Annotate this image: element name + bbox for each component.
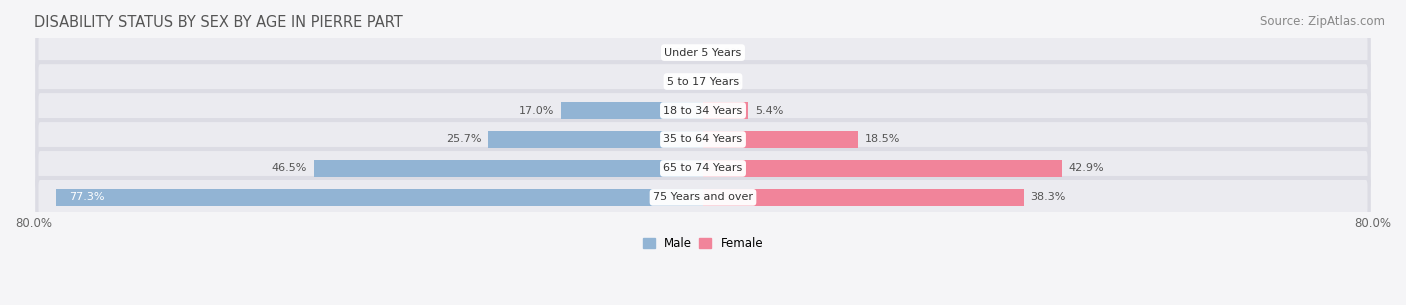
Text: 0.0%: 0.0% <box>665 77 693 87</box>
Bar <box>314 160 703 177</box>
Text: DISABILITY STATUS BY SEX BY AGE IN PIERRE PART: DISABILITY STATUS BY SEX BY AGE IN PIERR… <box>34 15 402 30</box>
FancyBboxPatch shape <box>38 35 1368 70</box>
Bar <box>703 131 858 148</box>
Text: 38.3%: 38.3% <box>1031 192 1066 202</box>
FancyBboxPatch shape <box>38 151 1368 186</box>
Text: 18 to 34 Years: 18 to 34 Years <box>664 106 742 116</box>
Text: 5.4%: 5.4% <box>755 106 783 116</box>
Text: 25.7%: 25.7% <box>446 135 481 145</box>
FancyBboxPatch shape <box>38 93 1368 128</box>
Text: Source: ZipAtlas.com: Source: ZipAtlas.com <box>1260 15 1385 28</box>
Text: 17.0%: 17.0% <box>519 106 554 116</box>
FancyBboxPatch shape <box>38 122 1368 157</box>
FancyBboxPatch shape <box>35 31 1371 74</box>
Text: 42.9%: 42.9% <box>1069 163 1104 174</box>
Text: 18.5%: 18.5% <box>865 135 900 145</box>
FancyBboxPatch shape <box>35 89 1371 132</box>
Text: 65 to 74 Years: 65 to 74 Years <box>664 163 742 174</box>
Bar <box>703 160 1062 177</box>
Text: 0.0%: 0.0% <box>665 48 693 58</box>
FancyBboxPatch shape <box>35 118 1371 161</box>
FancyBboxPatch shape <box>35 147 1371 190</box>
Text: 46.5%: 46.5% <box>271 163 307 174</box>
Bar <box>56 189 703 206</box>
Text: 75 Years and over: 75 Years and over <box>652 192 754 202</box>
FancyBboxPatch shape <box>38 180 1368 215</box>
Text: Under 5 Years: Under 5 Years <box>665 48 741 58</box>
Bar <box>703 189 1024 206</box>
Text: 5 to 17 Years: 5 to 17 Years <box>666 77 740 87</box>
Bar <box>703 102 748 119</box>
Text: 0.0%: 0.0% <box>713 48 741 58</box>
FancyBboxPatch shape <box>35 176 1371 219</box>
FancyBboxPatch shape <box>35 60 1371 103</box>
Bar <box>561 102 703 119</box>
Bar <box>488 131 703 148</box>
Text: 35 to 64 Years: 35 to 64 Years <box>664 135 742 145</box>
Text: 0.0%: 0.0% <box>713 77 741 87</box>
Legend: Male, Female: Male, Female <box>638 232 768 255</box>
FancyBboxPatch shape <box>38 64 1368 99</box>
Text: 77.3%: 77.3% <box>69 192 104 202</box>
